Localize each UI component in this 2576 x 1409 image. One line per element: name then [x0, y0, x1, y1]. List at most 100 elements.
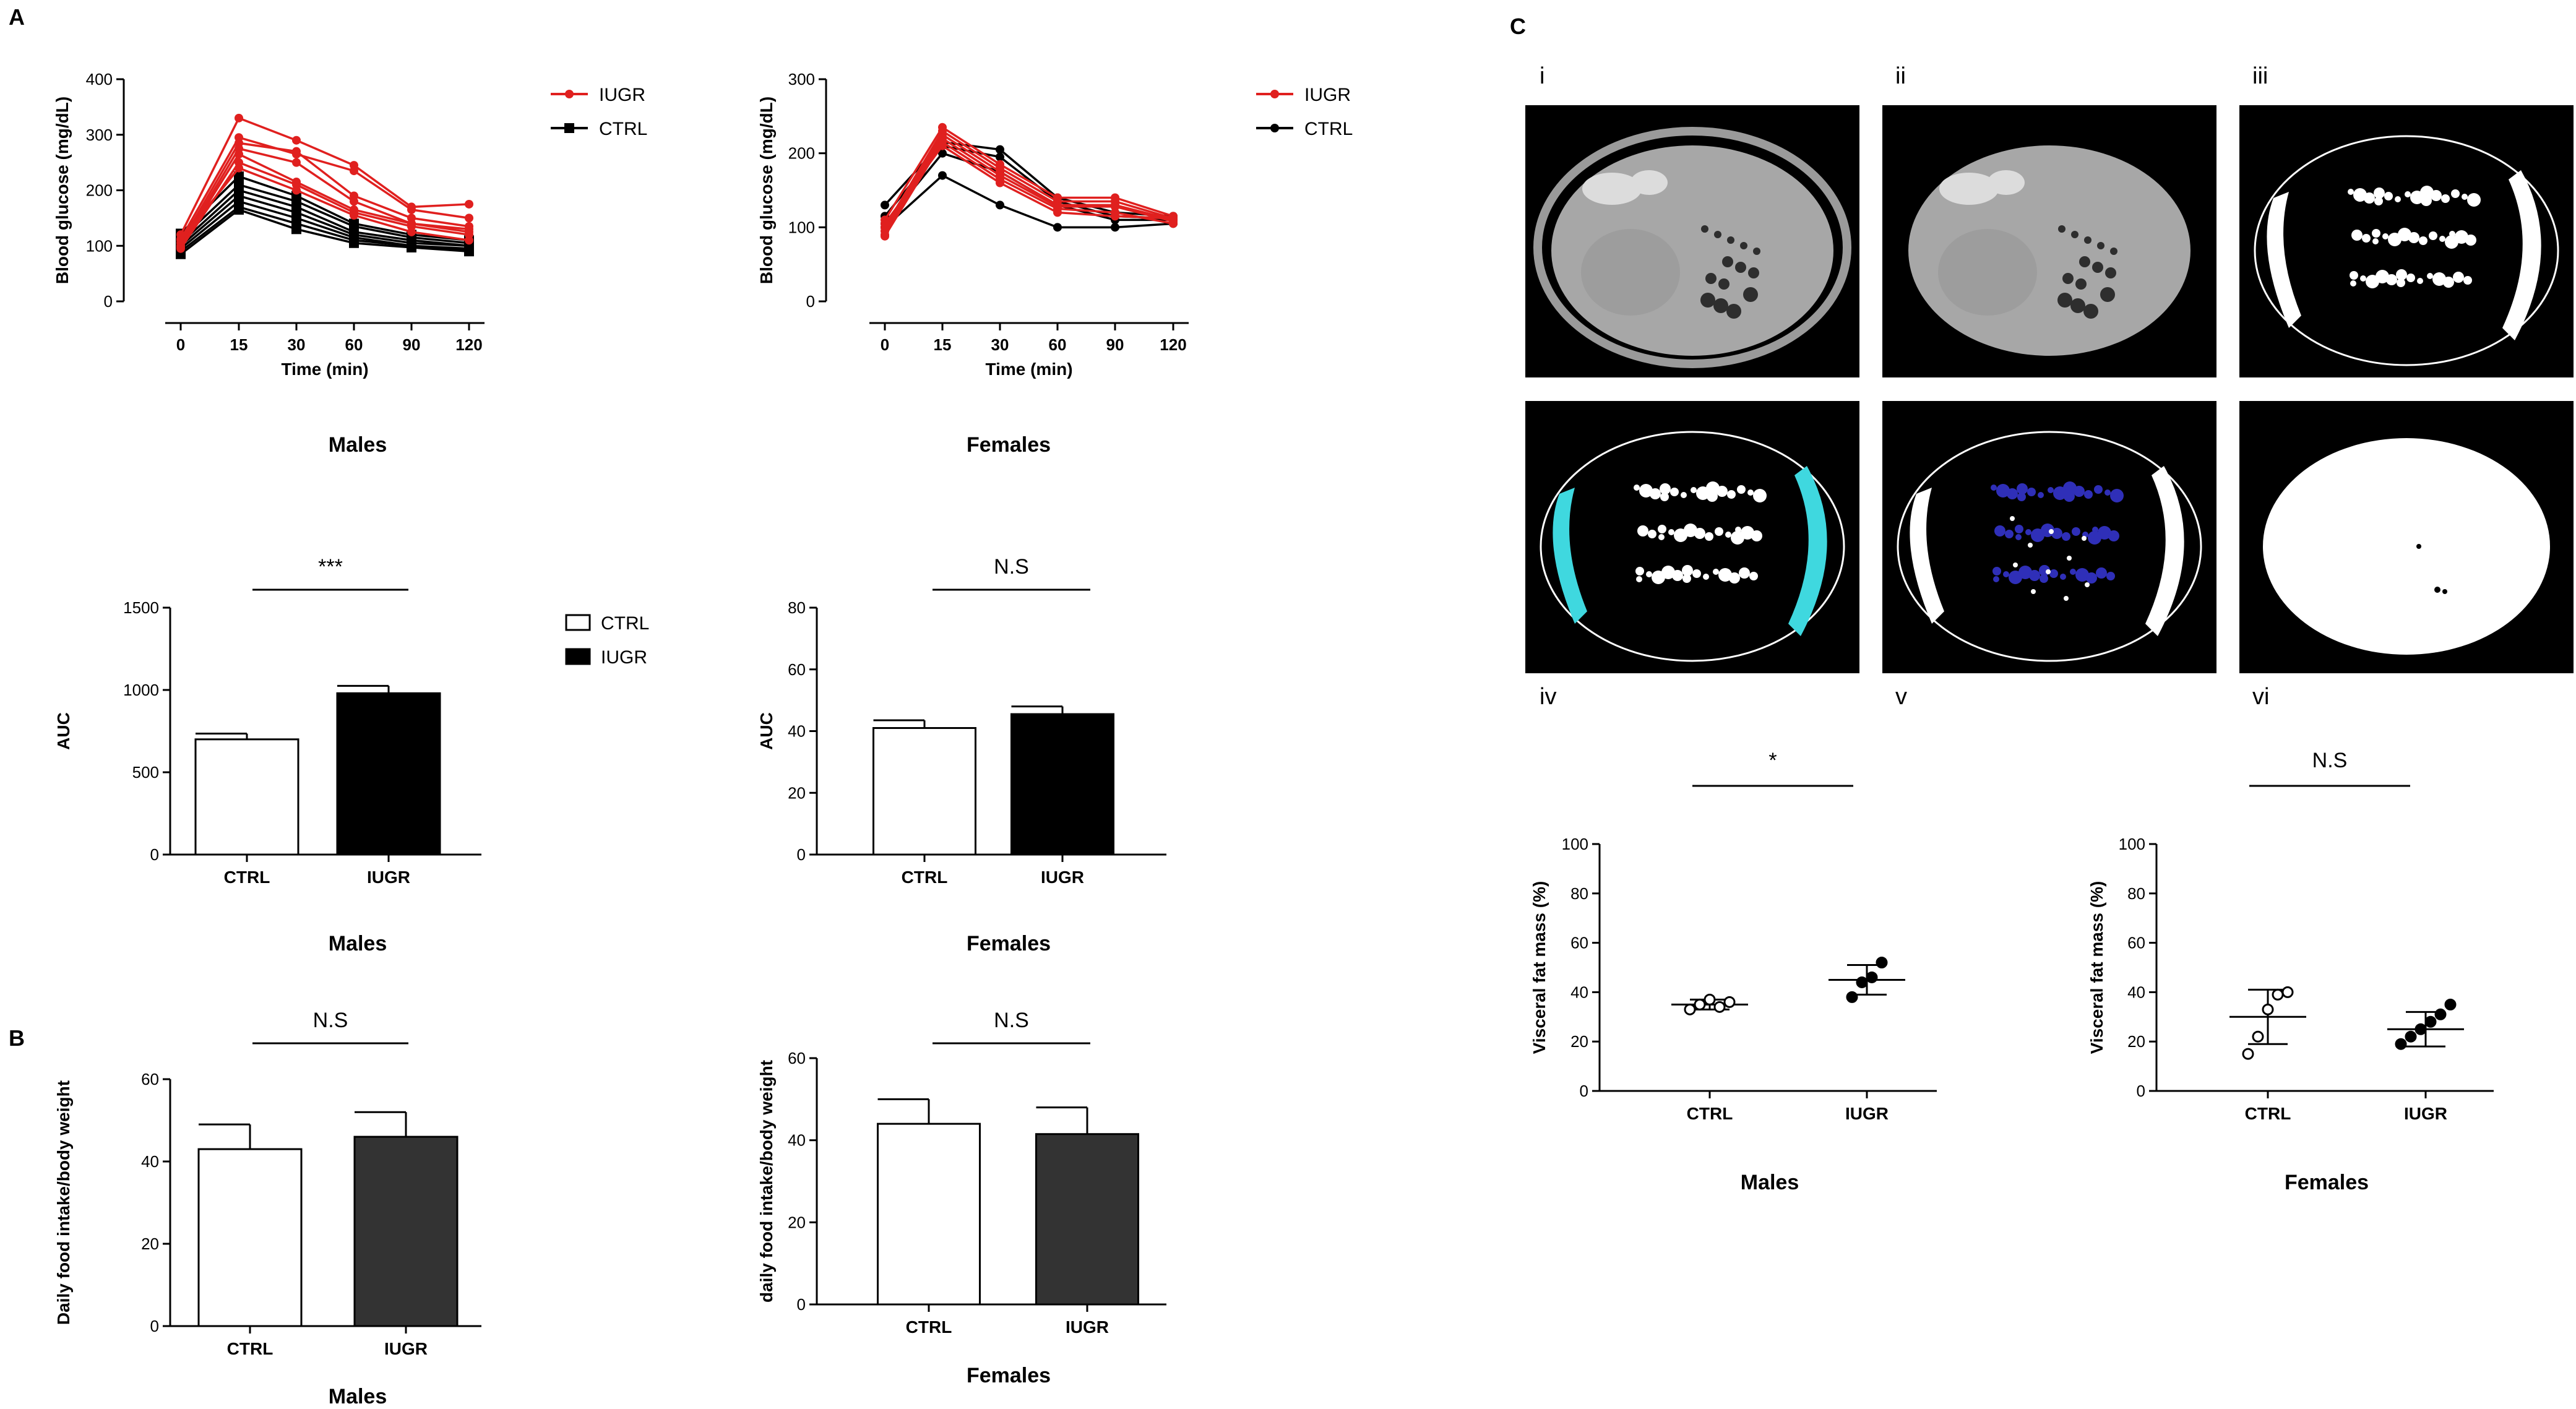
x-tick-label: 120 [455, 335, 482, 354]
data-point-iugr [1876, 957, 1888, 969]
visceral-fat-blob [2465, 235, 2476, 246]
data-point-ctrl [1684, 1003, 1696, 1015]
x-tick-label: CTRL [1687, 1104, 1733, 1123]
gas-pocket [1705, 273, 1717, 284]
y-tick-label: 80 [1570, 884, 1588, 903]
gas-pocket [2110, 248, 2117, 255]
visceral-fat-blob [1672, 570, 1683, 581]
visceral-fat-blob [2051, 528, 2062, 539]
spine-bone [1988, 170, 2025, 195]
gas-pocket [1700, 293, 1715, 308]
visceral-fat-blob [2027, 488, 2036, 496]
legend-swatch-iugr [565, 648, 591, 665]
y-tick-label: 300 [86, 126, 113, 144]
visceral-fat-blob [1715, 527, 1723, 536]
data-point-iugr [881, 231, 889, 241]
series-line-iugr [179, 166, 470, 242]
data-point-ctrl [1723, 996, 1736, 1008]
visceral-fat-blob [2462, 194, 2468, 200]
visceral-fat-blob [2106, 572, 2115, 580]
skin-line [1897, 431, 2202, 662]
ct-label-3: iii [2252, 63, 2268, 89]
series-line-iugr [884, 133, 1174, 232]
visceral-fat-blob [1646, 571, 1652, 577]
x-tick-label: CTRL [227, 1339, 274, 1358]
data-point-iugr [292, 186, 301, 195]
visceral-fat-blob [2386, 274, 2397, 285]
visceral-fat-blob [2096, 567, 2107, 579]
data-point-iugr [292, 147, 301, 156]
auc-males-title: Males [329, 932, 387, 955]
series-line-iugr [179, 116, 470, 236]
y-tick-label: 0 [797, 845, 806, 864]
data-point-ctrl [234, 171, 244, 182]
significance-label: *** [318, 555, 343, 579]
mask-hole [2442, 589, 2447, 594]
visceral-fat-blob [2094, 485, 2103, 494]
visceral-fat-blob [2417, 278, 2423, 284]
visceral-fat-blob [1694, 528, 1705, 539]
skin-outline [1533, 127, 1851, 368]
series-line-ctrl [179, 175, 470, 242]
spine-bone [1630, 170, 1668, 195]
gas-pocket [2070, 298, 2085, 313]
data-point-iugr [1111, 202, 1119, 211]
data-point-iugr [350, 210, 358, 220]
visceral-fat-blob [1639, 484, 1653, 498]
chart-vfm-males: 0 20 40 60 80 100 Visceral fat mass (%) CTRL IUG… [1530, 749, 1937, 1123]
x-tick-label: IUGR [367, 868, 410, 887]
series-line-ctrl [179, 183, 470, 244]
bone-fragment [2082, 536, 2087, 541]
gas-pocket [2105, 267, 2116, 278]
visceral-fat-blob [1670, 488, 1679, 496]
visceral-fat-blob [1991, 485, 1997, 491]
legend-label-ctrl: CTRL [599, 119, 647, 139]
skin-line [2254, 135, 2559, 366]
y-tick-label: 200 [788, 144, 815, 163]
series-line-iugr [179, 136, 470, 240]
data-point-ctrl [2242, 1048, 2254, 1060]
visceral-fat-blob [1692, 569, 1701, 578]
data-point-iugr [1856, 976, 1868, 988]
visceral-fat-blob [2445, 235, 2458, 249]
y-tick-label: 400 [86, 70, 113, 88]
gas-pocket [2092, 262, 2103, 273]
gas-pocket [2079, 256, 2090, 267]
x-tick-label: 60 [345, 335, 363, 354]
visceral-fat-blob [1713, 569, 1719, 575]
y-tick-label: 40 [788, 722, 806, 741]
skin-line [1540, 431, 1845, 662]
visceral-fat-blob [1747, 489, 1754, 496]
subcutaneous-fat-left [2267, 192, 2301, 328]
gas-pocket [2071, 231, 2078, 238]
data-point-iugr [938, 141, 947, 150]
bar-ctrl [197, 1148, 303, 1327]
series-line-ctrl [179, 189, 470, 247]
x-tick-label: CTRL [224, 868, 270, 887]
x-tick-label: 0 [881, 335, 889, 354]
data-point-iugr [1111, 212, 1119, 221]
y-axis-title: AUC [757, 712, 776, 750]
visceral-fat-blob [2017, 483, 2028, 494]
y-tick-label: 20 [2127, 1032, 2145, 1051]
significance-label: N.S [994, 555, 1029, 579]
data-point-ctrl [938, 171, 947, 180]
vfm-females-title: Females [2285, 1171, 2369, 1194]
vfm-males-title: Males [1741, 1171, 1799, 1194]
visceral-fat-blob [1682, 574, 1691, 583]
x-tick-label: 0 [176, 335, 185, 354]
chart-gtt-males: 0 100 200 300 400 Blood glucose (mg/dL) 0 15 30 6… [53, 70, 647, 379]
visceral-fat-blob [2110, 489, 2124, 502]
gas-pocket [1740, 242, 1747, 249]
data-point-iugr [407, 205, 416, 214]
data-point-ctrl [1111, 223, 1119, 232]
legend-label-ctrl: CTRL [601, 613, 649, 634]
gas-pocket [2075, 278, 2087, 290]
y-tick-label: 0 [797, 1295, 806, 1314]
visceral-fat-blob [2395, 196, 2401, 202]
visceral-fat-blob [2427, 273, 2433, 279]
legend-marker-iugr [1270, 90, 1279, 98]
significance-label: N.S [2312, 749, 2348, 772]
visceral-fat-blob [1703, 574, 1709, 580]
